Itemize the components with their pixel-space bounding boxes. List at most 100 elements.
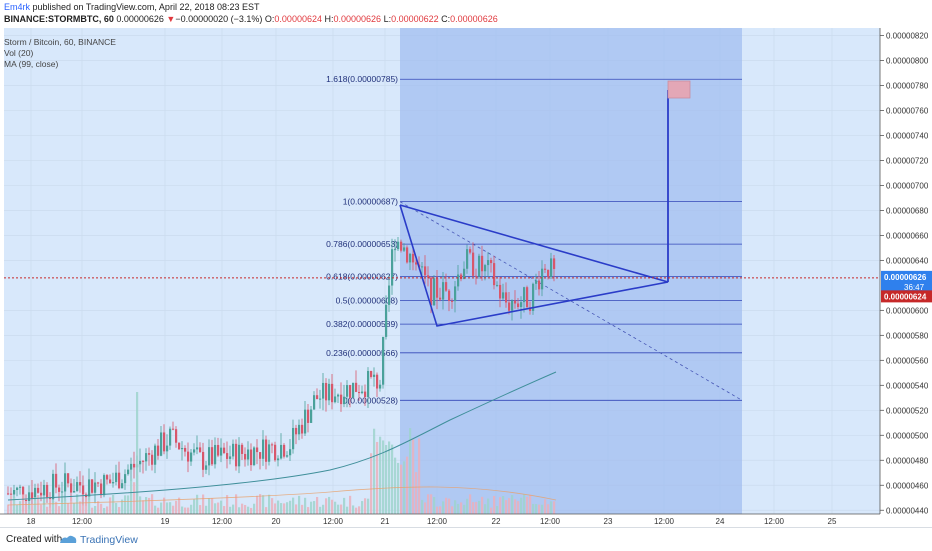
candle-body bbox=[274, 444, 277, 461]
candle-body bbox=[226, 453, 229, 459]
volume-bar bbox=[118, 507, 121, 514]
volume-bar bbox=[391, 444, 394, 514]
volume-bar bbox=[196, 494, 199, 514]
volume-bar bbox=[541, 504, 544, 514]
target-box bbox=[667, 80, 691, 99]
candle-body bbox=[196, 447, 199, 450]
candle-body bbox=[250, 449, 253, 466]
time-tick-label: 12:00 bbox=[764, 517, 785, 526]
published-text: published on TradingView.com, April 22, … bbox=[30, 2, 260, 12]
volume-bar bbox=[307, 507, 310, 514]
close-label: C: bbox=[438, 14, 451, 24]
volume-bar bbox=[112, 494, 115, 514]
candle-body bbox=[340, 394, 343, 405]
candle-body bbox=[367, 370, 370, 398]
tradingview-brand[interactable]: TradingView bbox=[80, 534, 138, 546]
candle-body bbox=[169, 428, 172, 446]
volume-bar bbox=[88, 496, 91, 514]
price-tick-label: 0.00000460 bbox=[886, 481, 929, 490]
candle-body bbox=[187, 451, 190, 462]
volume-bar bbox=[91, 507, 94, 514]
last-price-sub: 36:47 bbox=[904, 283, 925, 292]
candle-body bbox=[49, 497, 52, 500]
footer-bar: Created with TradingView bbox=[0, 527, 932, 551]
volume-bar bbox=[127, 495, 130, 514]
volume-bar bbox=[55, 501, 58, 514]
time-tick-label: 12:00 bbox=[540, 517, 561, 526]
volume-bar bbox=[100, 503, 103, 514]
volume-bar bbox=[520, 497, 523, 514]
candle-body bbox=[256, 447, 259, 453]
volume-bar bbox=[466, 498, 469, 514]
volume-bar bbox=[133, 482, 136, 514]
legend-ma[interactable]: MA (99, close) bbox=[4, 59, 59, 69]
candle-body bbox=[70, 483, 73, 493]
candle-body bbox=[310, 409, 313, 423]
candle-body bbox=[130, 463, 133, 470]
candle-body bbox=[124, 474, 127, 484]
volume-bar bbox=[169, 502, 172, 514]
volume-bar bbox=[463, 504, 466, 514]
candle-body bbox=[475, 275, 478, 277]
candle-body bbox=[79, 482, 82, 486]
volume-bar bbox=[538, 504, 541, 514]
volume-bar bbox=[484, 504, 487, 514]
candle-body bbox=[370, 370, 373, 377]
last-value: 0.00000626 bbox=[113, 14, 167, 24]
candle-body bbox=[133, 463, 136, 468]
candle-body bbox=[433, 278, 436, 306]
volume-bar bbox=[298, 495, 301, 514]
fib-level-label: 0.382(0.00000589) bbox=[326, 319, 398, 329]
volume-bar bbox=[412, 439, 415, 514]
publisher-link[interactable]: Em4rk bbox=[4, 2, 31, 12]
candle-body bbox=[346, 385, 349, 397]
price-tick-label: 0.00000520 bbox=[886, 406, 929, 415]
volume-bar bbox=[25, 505, 28, 514]
candle-body bbox=[145, 453, 148, 462]
volume-bar bbox=[139, 496, 142, 514]
candle-body bbox=[526, 287, 529, 308]
candle-body bbox=[511, 300, 514, 311]
legend-title[interactable]: Storm / Bitcoin, 60, BINANCE bbox=[4, 37, 116, 47]
candle-body bbox=[319, 398, 322, 400]
volume-bar bbox=[160, 502, 163, 514]
volume-bar bbox=[157, 507, 160, 514]
volume-bar bbox=[181, 506, 184, 514]
candle-body bbox=[298, 424, 301, 435]
volume-bar bbox=[490, 507, 493, 514]
volume-bar bbox=[286, 502, 289, 514]
candle-body bbox=[379, 384, 382, 389]
price-chart[interactable]: 1.618(0.00000785) 1(0.00000687) 0.786(0.00… bbox=[0, 0, 932, 527]
candle-body bbox=[358, 391, 361, 394]
candle-body bbox=[448, 290, 451, 301]
fib-level-label: 0.236(0.00000566) bbox=[326, 348, 398, 358]
volume-bar bbox=[526, 496, 529, 514]
volume-bar bbox=[220, 500, 223, 514]
volume-bar bbox=[499, 497, 502, 514]
volume-bar bbox=[346, 506, 349, 514]
volume-bar bbox=[418, 438, 421, 514]
close-value: 0.00000626 bbox=[450, 14, 498, 24]
candle-body bbox=[373, 374, 376, 377]
volume-bar bbox=[424, 502, 427, 514]
volume-bar bbox=[367, 498, 370, 514]
candle-body bbox=[148, 453, 151, 455]
candle-body bbox=[292, 427, 295, 450]
volume-bar bbox=[49, 498, 52, 514]
volume-bar bbox=[43, 498, 46, 514]
candle-body bbox=[487, 260, 490, 266]
candle-body bbox=[139, 460, 142, 465]
volume-bar bbox=[493, 495, 496, 514]
volume-bar bbox=[442, 501, 445, 514]
candle-body bbox=[238, 444, 241, 467]
open-value: 0.00000624 bbox=[274, 14, 322, 24]
legend-volume[interactable]: Vol (20) bbox=[4, 48, 34, 58]
volume-bar bbox=[301, 504, 304, 514]
volume-bar bbox=[370, 453, 373, 514]
symbol-name[interactable]: BINANCE:STORMBTC, 60 bbox=[4, 14, 114, 24]
volume-bar bbox=[223, 506, 226, 514]
candle-body bbox=[13, 489, 16, 495]
volume-bar bbox=[148, 497, 151, 514]
candle-body bbox=[271, 444, 274, 446]
